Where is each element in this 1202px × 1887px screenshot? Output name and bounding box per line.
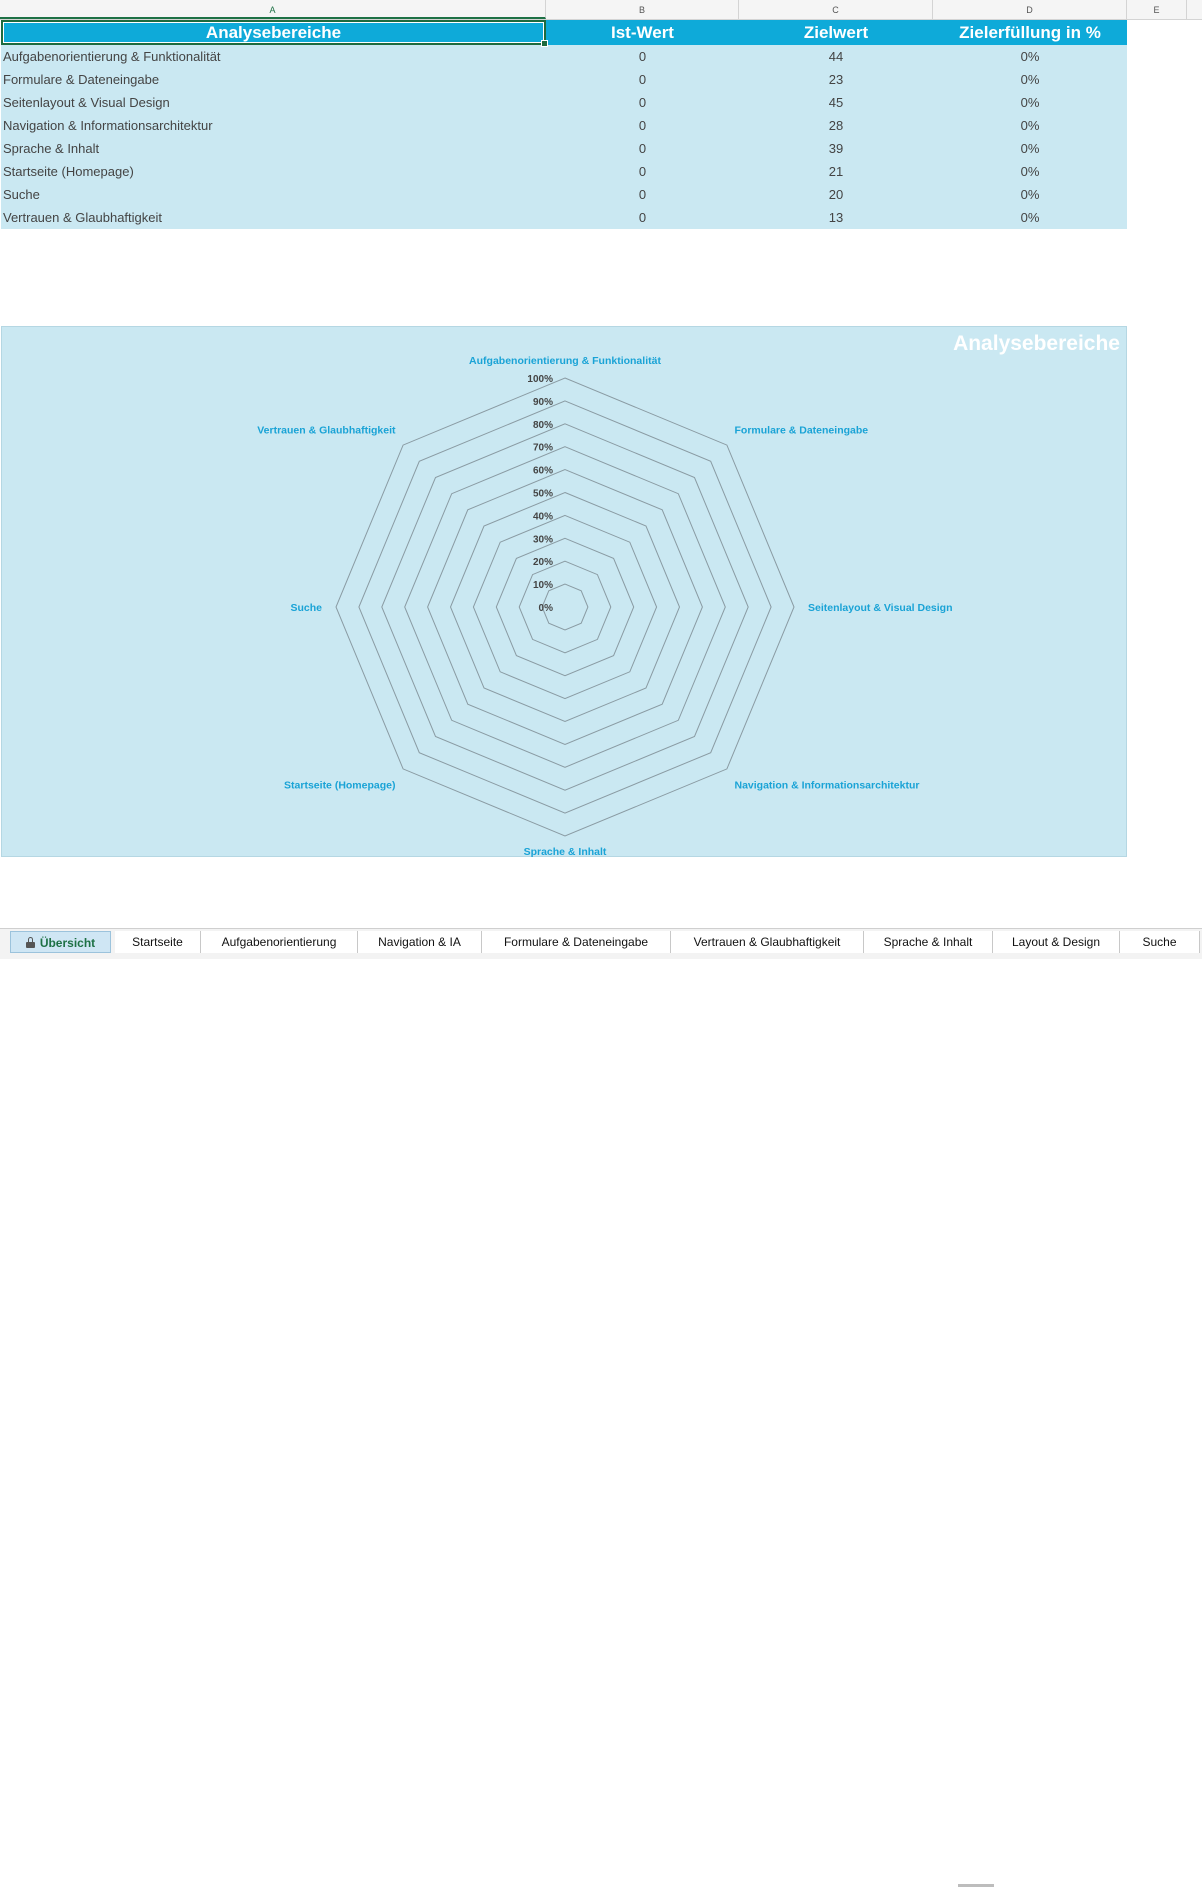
header-cell-analysebereiche[interactable]: Analysebereiche [1,20,548,47]
column-header-d[interactable]: D [933,0,1127,19]
radar-tick-label: 10% [533,580,553,591]
zielwert-cell[interactable]: 21 [828,164,844,179]
radar-category-label: Startseite (Homepage) [284,780,395,792]
sheet-tab-startseite[interactable]: Startseite [115,931,201,953]
column-header-e[interactable]: E [1127,0,1187,19]
header-cell-zielerfuellung[interactable]: Zielerfüllung in % [959,22,1101,42]
radar-category-label: Sprache & Inhalt [524,846,607,858]
area-cell[interactable]: Formulare & Dateneingabe [3,72,160,87]
radar-tick-label: 50% [533,489,553,500]
zielwert-cell[interactable]: 13 [828,210,844,225]
radar-gridline [335,377,795,837]
radar-tick-label: 100% [527,374,553,385]
ist-wert-cell[interactable]: 0 [638,95,647,110]
radar-tick-label: 70% [533,443,553,454]
table-row: Navigation & Informationsarchitektur 0 28 0… [1,114,1127,137]
radar-category-label: Vertrauen & Glaubhaftigkeit [257,425,396,437]
zielerfuellung-cell[interactable]: 0% [1020,72,1040,87]
table-row: Aufgabenorientierung & Funktionalität 0 44… [1,45,1127,68]
zielwert-cell[interactable]: 23 [828,72,844,87]
zielerfuellung-cell[interactable]: 0% [1020,210,1040,225]
table-row: Suche 0 20 0% [1,183,1127,206]
radar-category-label: Suche [290,602,322,614]
chart-title: Analysebereiche [953,332,1120,355]
area-cell[interactable]: Suche [3,187,40,202]
zielwert-cell[interactable]: 20 [828,187,844,202]
table-row: Vertrauen & Glaubhaftigkeit 0 13 0% [1,206,1127,229]
header-label: Analysebereiche [205,22,342,42]
radar-tick-label: 30% [533,534,553,545]
ist-wert-cell[interactable]: 0 [638,141,647,156]
lock-icon [25,937,35,948]
sheet-tab-formulare[interactable]: Formulare & Dateneingabe [482,931,671,953]
sheet-tab-aufgabenorientierung[interactable]: Aufgabenorientierung [201,931,358,953]
ist-wert-cell[interactable]: 0 [638,210,647,225]
radar-gridline [404,446,726,768]
header-cell-ist-wert[interactable]: Ist-Wert [611,22,674,42]
data-table: Analysebereiche Ist-Wert Zielwert Zieler… [1,20,1127,229]
zielerfuellung-cell[interactable]: 0% [1020,141,1040,156]
radar-tick-label: 0% [539,603,554,614]
table-row: Startseite (Homepage) 0 21 0% [1,160,1127,183]
fill-handle[interactable] [541,40,548,47]
table-row: Formulare & Dateneingabe 0 23 0% [1,68,1127,91]
ist-wert-cell[interactable]: 0 [638,164,647,179]
radar-tick-label: 20% [533,557,553,568]
radar-tick-label: 90% [533,397,553,408]
zielerfuellung-cell[interactable]: 0% [1020,164,1040,179]
column-headers: A B C D E [0,0,1202,20]
table-header-row: Analysebereiche Ist-Wert Zielwert Zieler… [1,20,1127,47]
area-cell[interactable]: Aufgabenorientierung & Funktionalität [3,49,221,64]
radar-tick-label: 40% [533,511,553,522]
radar-gridline [541,583,589,631]
radar-gridline [518,560,612,654]
sheet-tab-navigation-ia[interactable]: Navigation & IA [358,931,482,953]
table-row: Sprache & Inhalt 0 39 0% [1,137,1127,160]
sheet-tab-suche[interactable]: Suche [1120,931,1200,953]
area-cell[interactable]: Vertrauen & Glaubhaftigkeit [3,210,162,225]
radar-gridline [427,469,703,745]
zielerfuellung-cell[interactable]: 0% [1020,187,1040,202]
table-row: Seitenlayout & Visual Design 0 45 0% [1,91,1127,114]
column-header-c[interactable]: C [739,0,933,19]
zielwert-cell[interactable]: 28 [828,118,844,133]
radar-gridline [358,400,772,814]
radar-category-label: Aufgabenorientierung & Funktionalität [469,355,661,367]
column-header-a[interactable]: A [0,0,546,19]
sheet-tab-label: Übersicht [39,936,96,950]
zielerfuellung-cell[interactable]: 0% [1020,95,1040,110]
radar-category-label: Seitenlayout & Visual Design [808,602,953,614]
sheet-tab-layout[interactable]: Layout & Design [993,931,1120,953]
area-cell[interactable]: Sprache & Inhalt [3,141,100,156]
sheet-tab-sprache[interactable]: Sprache & Inhalt [864,931,993,953]
radar-gridline [449,491,681,723]
radar-chart-svg: 0% 10% 20% 30% 40% 50% 60% 70% 80% 90% 100% Aufgabe… [257,355,953,858]
zielwert-cell[interactable]: 44 [828,49,844,64]
column-header-b[interactable]: B [546,0,739,19]
radar-gridline [381,423,749,791]
ist-wert-cell[interactable]: 0 [638,187,647,202]
zielwert-cell[interactable]: 39 [828,141,844,156]
radar-category-label: Formulare & Dateneingabe [735,425,869,437]
zielerfuellung-cell[interactable]: 0% [1020,118,1040,133]
radar-category-label: Navigation & Informationsarchitektur [735,780,920,792]
table-body: Aufgabenorientierung & Funktionalität 0 44… [1,45,1127,229]
area-cell[interactable]: Seitenlayout & Visual Design [3,95,170,110]
ist-wert-cell[interactable]: 0 [638,49,647,64]
radar-gridline [472,514,658,700]
radar-tick-label: 60% [533,466,553,477]
sheet-tab-bar: Übersicht Startseite Aufgabenorientierun… [0,928,1202,1887]
area-cell[interactable]: Navigation & Informationsarchitektur [3,118,213,133]
radar-gridline [495,537,635,677]
header-cell-zielwert[interactable]: Zielwert [803,22,869,42]
sheet-tab-uebersicht[interactable]: Übersicht [10,931,111,953]
radar-chart[interactable]: Analysebereiche 0% 10% 20% 30% 40% 50% 60% 70% 8… [1,326,1127,858]
sheet-tab-vertrauen[interactable]: Vertrauen & Glaubhaftigkeit [671,931,864,953]
radar-tick-label: 80% [533,420,553,431]
zielwert-cell[interactable]: 45 [828,95,844,110]
zielerfuellung-cell[interactable]: 0% [1020,49,1040,64]
ist-wert-cell[interactable]: 0 [638,118,647,133]
area-cell[interactable]: Startseite (Homepage) [3,164,134,179]
ist-wert-cell[interactable]: 0 [638,72,647,87]
